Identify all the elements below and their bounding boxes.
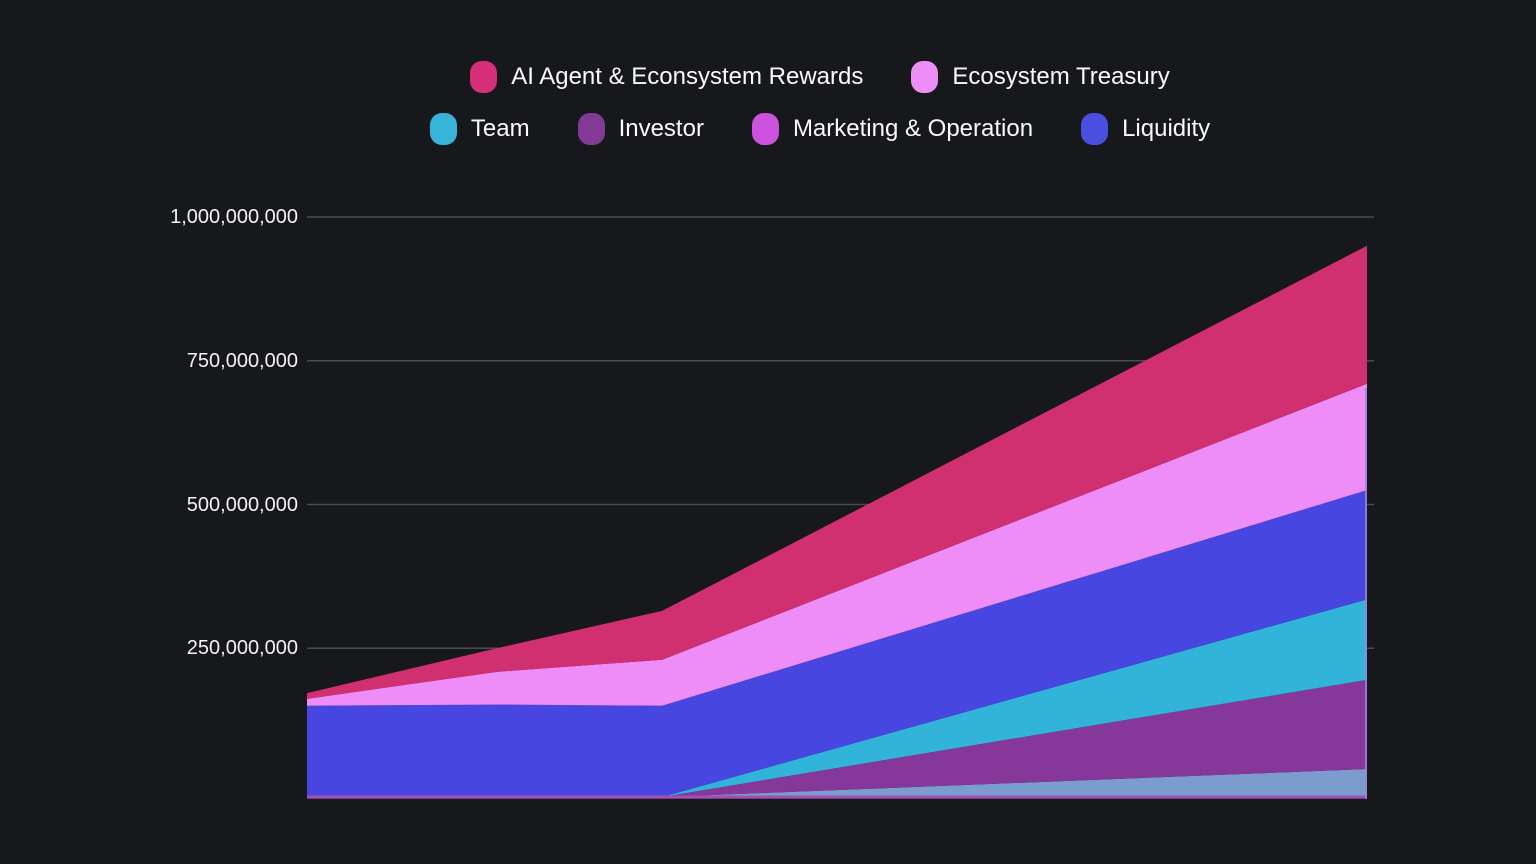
area-series-liquidity [307, 490, 1367, 797]
legend-label: Marketing & Operation [792, 115, 1034, 142]
area-series-ecosystem-treasury [307, 383, 1367, 706]
legend-row-1: AI Agent & Econsystem Rewards Ecosystem … [470, 60, 1170, 94]
area-series-unlabeled [307, 769, 1367, 797]
area-series-team [307, 599, 1367, 797]
legend-row-2: Team Investor Marketing & Operation Liqu… [429, 112, 1210, 146]
legend-label: Team [470, 115, 530, 142]
chart-right-edge-line [1365, 388, 1367, 799]
legend-swatch-marketing-operation-icon [751, 113, 779, 145]
legend-swatch-ecosystem-treasury-icon [911, 61, 939, 93]
legend-label: AI Agent & Econsystem Rewards [511, 63, 864, 90]
y-axis-tick-label: 500,000,000 [186, 493, 298, 516]
y-axis-tick-label: 250,000,000 [186, 637, 298, 660]
legend-swatch-team-icon [429, 113, 457, 145]
legend-label: Liquidity [1122, 115, 1211, 142]
legend-item-marketing-operation[interactable]: Marketing & Operation [751, 112, 1034, 146]
y-axis-tick-label: 750,000,000 [186, 349, 298, 372]
chart-legend: AI Agent & Econsystem Rewards Ecosystem … [52, 0, 1536, 146]
legend-item-liquidity[interactable]: Liquidity [1081, 112, 1210, 146]
legend-item-investor[interactable]: Investor [577, 112, 704, 146]
y-axis-tick-label: 1,000,000,000 [170, 206, 298, 228]
legend-label: Ecosystem Treasury [952, 63, 1170, 90]
legend-item-ai-agent-econsystem-rewards[interactable]: AI Agent & Econsystem Rewards [470, 60, 863, 94]
legend-label: Investor [618, 115, 704, 142]
area-series-investor [307, 679, 1367, 797]
legend-item-ecosystem-treasury[interactable]: Ecosystem Treasury [911, 60, 1170, 94]
legend-swatch-liquidity-icon [1081, 113, 1109, 145]
legend-item-team[interactable]: Team [429, 112, 530, 146]
legend-swatch-investor-icon [577, 113, 605, 145]
area-series-marketing-operation-baseline-line [307, 795, 1367, 799]
legend-swatch-ai-agent-icon [470, 61, 498, 93]
